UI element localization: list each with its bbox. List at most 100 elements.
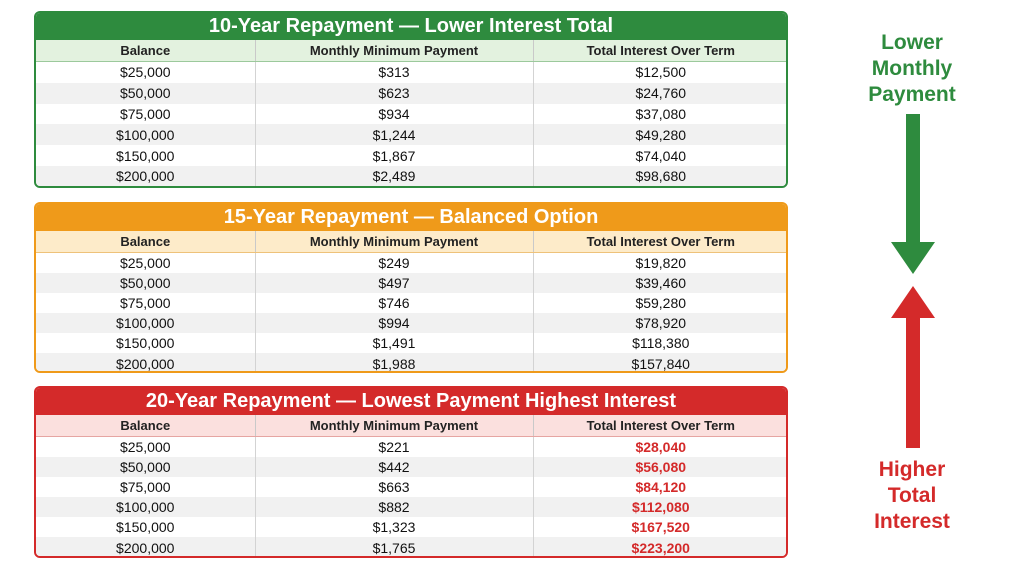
cell-payment: $221: [255, 436, 534, 458]
cell-interest: $39,460: [533, 273, 786, 294]
panel-10-year: 10-Year Repayment — Lower Interest Total…: [34, 11, 788, 188]
table-row: $50,000 $623 $24,760: [36, 82, 786, 104]
table-row: $150,000 $1,867 $74,040: [36, 145, 786, 166]
panel-20-year: 20-Year Repayment — Lowest Payment Highe…: [34, 386, 788, 558]
table-row: $100,000 $882 $112,080: [36, 497, 786, 518]
header-balance: Balance: [36, 40, 256, 62]
cell-payment: $1,491: [255, 333, 534, 354]
table-header-row: Balance Monthly Minimum Payment Total In…: [36, 415, 786, 437]
cell-interest: $84,120: [533, 477, 786, 498]
cell-interest: $37,080: [533, 103, 786, 125]
table-row: $25,000 $249 $19,820: [36, 252, 786, 274]
panel-title: 15-Year Repayment — Balanced Option: [36, 204, 786, 231]
cell-interest: $157,840: [533, 353, 786, 371]
cell-payment: $746: [255, 293, 534, 314]
label-line: Higher: [878, 458, 946, 481]
cell-balance: $50,000: [36, 457, 256, 478]
cell-payment: $994: [255, 313, 534, 334]
cell-payment: $442: [255, 457, 534, 478]
cell-payment: $1,765: [255, 537, 534, 556]
table-row: $150,000 $1,323 $167,520: [36, 517, 786, 538]
table-row: $25,000 $221 $28,040: [36, 436, 786, 458]
panel-15-year: 15-Year Repayment — Balanced Option Bala…: [34, 202, 788, 373]
cell-balance: $150,000: [36, 145, 256, 166]
cell-interest: $56,080: [533, 457, 786, 478]
cell-balance: $25,000: [36, 61, 256, 83]
label-line: Interest: [874, 510, 950, 533]
header-monthly-payment: Monthly Minimum Payment: [255, 415, 534, 437]
cell-interest: $118,380: [533, 333, 786, 354]
repayment-table: Balance Monthly Minimum Payment Total In…: [36, 40, 786, 186]
cell-payment: $882: [255, 497, 534, 518]
cell-interest: $28,040: [533, 436, 786, 458]
label-line: Total: [887, 484, 937, 507]
cell-balance: $50,000: [36, 82, 256, 104]
cell-interest: $59,280: [533, 293, 786, 314]
table-row: $50,000 $497 $39,460: [36, 273, 786, 294]
cell-payment: $1,867: [255, 145, 534, 166]
panel-title: 20-Year Repayment — Lowest Payment Highe…: [36, 388, 786, 415]
table-row: $100,000 $994 $78,920: [36, 313, 786, 334]
label-line: Monthly: [871, 57, 953, 80]
label-line: Payment: [868, 83, 956, 106]
cell-balance: $150,000: [36, 517, 256, 538]
cell-balance: $75,000: [36, 477, 256, 498]
cell-interest: $223,200: [533, 537, 786, 556]
higher-total-interest-label: Higher Total Interest: [852, 457, 972, 535]
cell-balance: $25,000: [36, 436, 256, 458]
repayment-table: Balance Monthly Minimum Payment Total In…: [36, 231, 786, 371]
cell-interest: $98,680: [533, 165, 786, 186]
label-line: Lower: [881, 31, 943, 54]
table-row: $150,000 $1,491 $118,380: [36, 333, 786, 354]
cell-interest: $78,920: [533, 313, 786, 334]
cell-balance: $200,000: [36, 165, 256, 186]
arrow-up-icon: [891, 286, 935, 448]
cell-balance: $200,000: [36, 353, 256, 371]
cell-payment: $497: [255, 273, 534, 294]
header-balance: Balance: [36, 415, 256, 437]
cell-interest: $112,080: [533, 497, 786, 518]
cell-payment: $249: [255, 252, 534, 274]
lower-monthly-payment-label: Lower Monthly Payment: [852, 30, 972, 108]
cell-balance: $75,000: [36, 103, 256, 125]
cell-balance: $50,000: [36, 273, 256, 294]
cell-interest: $167,520: [533, 517, 786, 538]
table-row: $25,000 $313 $12,500: [36, 61, 786, 83]
header-total-interest: Total Interest Over Term: [533, 231, 786, 253]
panel-title: 10-Year Repayment — Lower Interest Total: [36, 13, 786, 40]
cell-interest: $74,040: [533, 145, 786, 166]
cell-payment: $663: [255, 477, 534, 498]
header-total-interest: Total Interest Over Term: [533, 415, 786, 437]
arrow-down-icon: [891, 114, 935, 274]
cell-payment: $1,323: [255, 517, 534, 538]
cell-balance: $200,000: [36, 537, 256, 556]
cell-payment: $1,244: [255, 124, 534, 146]
table-row: $75,000 $746 $59,280: [36, 293, 786, 314]
cell-balance: $150,000: [36, 333, 256, 354]
header-monthly-payment: Monthly Minimum Payment: [255, 40, 534, 62]
cell-balance: $100,000: [36, 124, 256, 146]
table-row: $200,000 $1,988 $157,840: [36, 353, 786, 371]
table-row: $75,000 $934 $37,080: [36, 103, 786, 125]
table-row: $200,000 $2,489 $98,680: [36, 165, 786, 186]
table-row: $200,000 $1,765 $223,200: [36, 537, 786, 556]
cell-balance: $25,000: [36, 252, 256, 274]
table-header-row: Balance Monthly Minimum Payment Total In…: [36, 40, 786, 62]
table-row: $50,000 $442 $56,080: [36, 457, 786, 478]
repayment-table: Balance Monthly Minimum Payment Total In…: [36, 415, 786, 556]
cell-interest: $24,760: [533, 82, 786, 104]
cell-interest: $12,500: [533, 61, 786, 83]
cell-balance: $100,000: [36, 313, 256, 334]
cell-payment: $313: [255, 61, 534, 83]
cell-balance: $75,000: [36, 293, 256, 314]
cell-interest: $49,280: [533, 124, 786, 146]
header-balance: Balance: [36, 231, 256, 253]
header-monthly-payment: Monthly Minimum Payment: [255, 231, 534, 253]
table-header-row: Balance Monthly Minimum Payment Total In…: [36, 231, 786, 253]
cell-payment: $2,489: [255, 165, 534, 186]
cell-payment: $1,988: [255, 353, 534, 371]
cell-interest: $19,820: [533, 252, 786, 274]
table-row: $75,000 $663 $84,120: [36, 477, 786, 498]
cell-balance: $100,000: [36, 497, 256, 518]
table-row: $100,000 $1,244 $49,280: [36, 124, 786, 146]
